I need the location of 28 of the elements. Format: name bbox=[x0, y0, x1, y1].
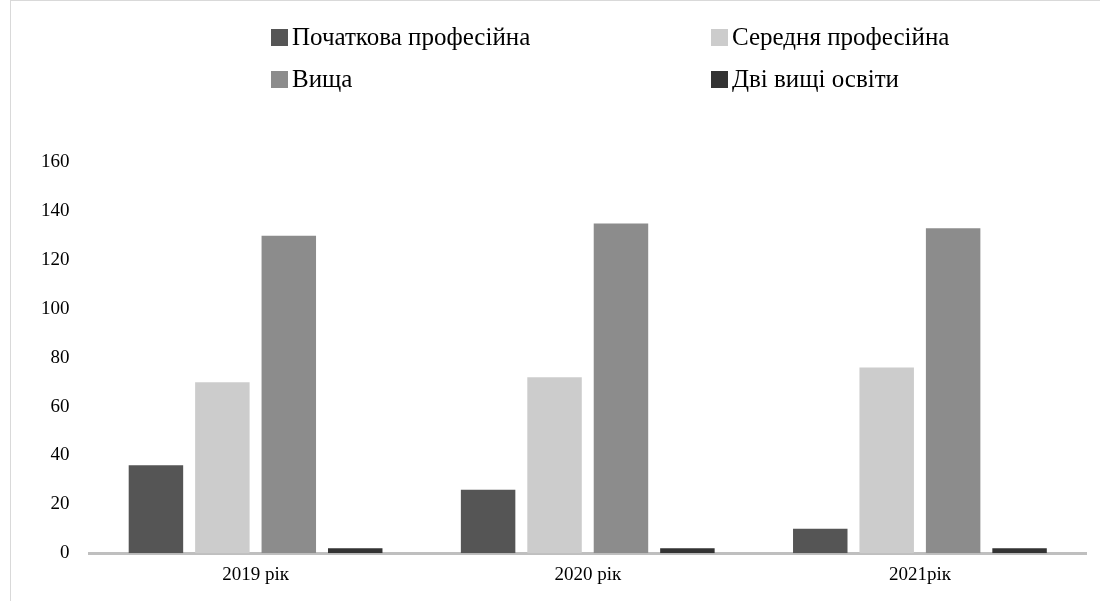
bar bbox=[593, 223, 649, 554]
y-tick-label: 0 bbox=[60, 541, 70, 563]
y-tick-label: 20 bbox=[50, 492, 70, 514]
y-tick-label: 40 bbox=[50, 443, 70, 465]
bar bbox=[925, 228, 981, 554]
y-tick-label: 140 bbox=[41, 199, 70, 221]
bar bbox=[261, 235, 317, 554]
bar bbox=[859, 367, 914, 554]
bar bbox=[128, 465, 184, 554]
y-tick-label: 120 bbox=[41, 248, 70, 270]
y-tick-label: 80 bbox=[50, 345, 70, 367]
legend-label: Середня професійна bbox=[732, 23, 950, 51]
bar bbox=[992, 548, 1047, 554]
bar bbox=[328, 548, 383, 554]
bar bbox=[460, 489, 516, 554]
x-tick-label: 2020 рік bbox=[554, 562, 622, 584]
x-tick-label: 2021рік bbox=[888, 562, 952, 584]
y-tick-label: 160 bbox=[41, 150, 70, 172]
legend-label: Початкова професійна bbox=[292, 23, 531, 51]
bar bbox=[195, 382, 250, 554]
y-tick-label: 100 bbox=[41, 296, 70, 318]
x-tick-label: 2019 рік bbox=[222, 562, 290, 584]
bar bbox=[527, 377, 582, 554]
y-tick-label: 60 bbox=[50, 394, 70, 416]
bar bbox=[660, 548, 715, 554]
legend-label: Дві вищі освіти bbox=[732, 65, 899, 93]
bar bbox=[793, 528, 848, 554]
legend-label: Вища bbox=[292, 65, 353, 93]
